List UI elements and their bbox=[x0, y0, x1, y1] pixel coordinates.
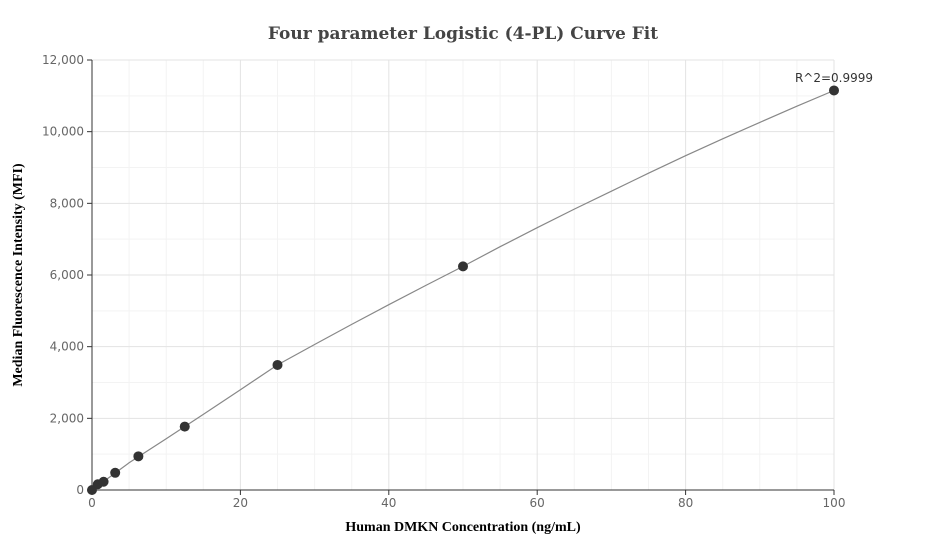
chart-title: Four parameter Logistic (4-PL) Curve Fit bbox=[268, 24, 658, 44]
data-point bbox=[133, 451, 144, 462]
y-tick-label: 2,000 bbox=[50, 411, 84, 425]
x-tick-label: 80 bbox=[678, 496, 693, 510]
x-tick-label: 20 bbox=[233, 496, 248, 510]
axes bbox=[87, 59, 835, 495]
data-point bbox=[110, 467, 121, 478]
grid-lines bbox=[91, 59, 835, 491]
data-point bbox=[179, 421, 190, 432]
y-tick-label: 0 bbox=[76, 483, 84, 497]
x-tick-label: 60 bbox=[530, 496, 545, 510]
data-point bbox=[98, 476, 109, 487]
tick-labels: 0 20 40 60 80 100 0 2,000 4,000 6,000 8,000 10,000 1… bbox=[42, 53, 845, 510]
y-tick-label: 10,000 bbox=[42, 125, 84, 139]
data-point bbox=[829, 85, 839, 96]
y-tick-label: 4,000 bbox=[50, 340, 84, 354]
x-tick-label: 100 bbox=[823, 496, 846, 510]
data-point bbox=[458, 261, 468, 272]
x-tick-label: 0 bbox=[88, 496, 96, 510]
y-tick-label: 6,000 bbox=[50, 268, 84, 282]
data-points bbox=[87, 85, 839, 495]
data-point bbox=[272, 359, 283, 370]
y-tick-label: 8,000 bbox=[50, 196, 84, 210]
x-axis-title: Human DMKN Concentration (ng/mL) bbox=[345, 520, 581, 535]
y-tick-label: 12,000 bbox=[42, 53, 84, 67]
y-axis-title: Median Fluorescence Intensity (MFI) bbox=[11, 163, 26, 387]
x-tick-label: 40 bbox=[381, 496, 396, 510]
r-squared-annotation: R^2=0.9999 bbox=[795, 71, 873, 85]
